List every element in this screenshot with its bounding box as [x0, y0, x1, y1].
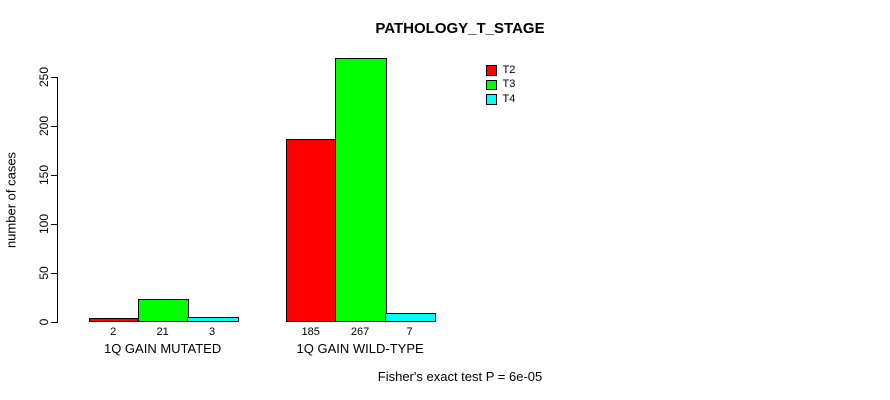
y-axis-tick-label: 100: [37, 213, 51, 235]
bar-value-label: 3: [208, 326, 216, 338]
y-axis-line: [57, 77, 58, 323]
y-axis-tick-label: 250: [37, 66, 51, 88]
legend-row: T2: [486, 63, 515, 78]
chart-title: PATHOLOGY_T_STAGE: [375, 20, 545, 37]
y-axis-tick: [51, 126, 57, 127]
y-axis-tick-label: 50: [37, 266, 51, 280]
bar-T4-1q-gain-wild-type: [384, 313, 437, 322]
y-axis-tick-label: 150: [37, 164, 51, 186]
y-axis-tick: [51, 224, 57, 225]
legend-swatch-T2: [486, 65, 497, 76]
bar-T4-1q-gain-mutated: [187, 317, 239, 322]
bar-T3-1q-gain-wild-type: [335, 58, 387, 322]
bar-T2-1q-gain-mutated: [88, 318, 140, 322]
bar-T3-1q-gain-mutated: [137, 299, 190, 322]
x-category-label: 1Q GAIN WILD-TYPE: [296, 341, 424, 356]
legend-swatch-T4: [486, 94, 497, 105]
legend-row: T4: [486, 92, 515, 107]
x-category-label: 1Q GAIN MUTATED: [103, 341, 222, 356]
bar-value-label: 267: [350, 326, 370, 338]
legend-label: T3: [502, 78, 516, 91]
y-axis-tick: [51, 273, 57, 274]
stat-test-note: Fisher's exact test P = 6e-05: [377, 369, 543, 384]
y-axis-tick-label: 200: [37, 115, 51, 137]
legend-label: T2: [502, 63, 516, 76]
y-axis-tick: [51, 77, 57, 78]
legend-row: T3: [486, 78, 515, 93]
legend: T2 T3 T4: [486, 63, 515, 107]
bar-T2-1q-gain-wild-type: [286, 138, 338, 322]
bar-value-label: 185: [301, 326, 320, 338]
y-axis-tick: [51, 322, 57, 323]
bar-value-label: 2: [110, 326, 117, 338]
y-axis-tick: [51, 175, 57, 176]
legend-label: T4: [502, 92, 516, 105]
bar-value-label: 7: [406, 326, 413, 338]
y-axis-tick-label: 0: [37, 318, 51, 326]
legend-swatch-T3: [486, 79, 497, 90]
bar-value-label: 21: [156, 326, 169, 338]
